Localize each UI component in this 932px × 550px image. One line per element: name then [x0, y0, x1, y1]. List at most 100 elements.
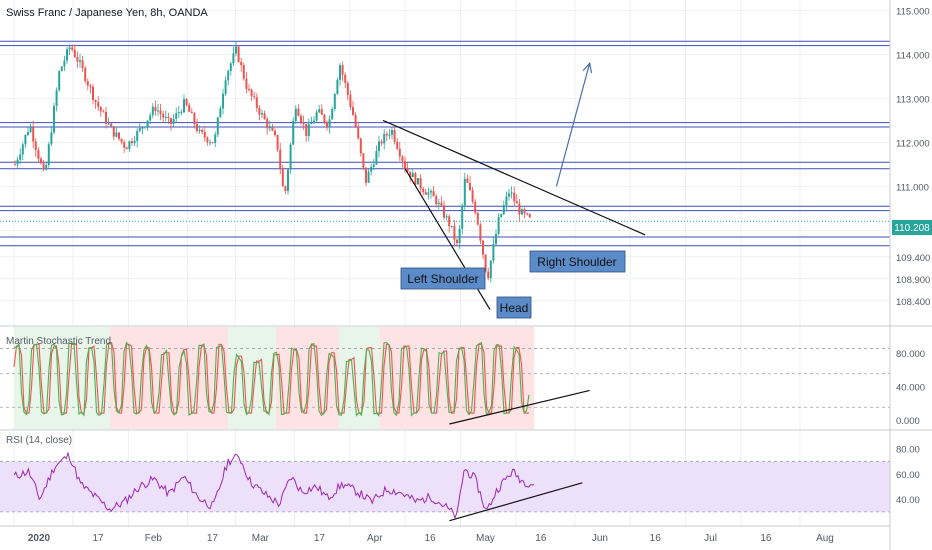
candle-body	[141, 127, 144, 129]
candle	[437, 198, 440, 210]
grid	[0, 0, 890, 526]
candle	[144, 125, 146, 129]
candle	[19, 148, 22, 165]
candle-body	[333, 94, 336, 110]
candle-body	[500, 213, 503, 218]
candle-body	[209, 142, 211, 144]
candle	[344, 72, 347, 88]
candle	[292, 117, 295, 146]
candle-body	[253, 96, 256, 98]
candle-body	[388, 134, 391, 136]
candle-body	[344, 74, 347, 83]
candle-body	[471, 190, 474, 202]
candle	[45, 162, 48, 171]
candle-body	[510, 192, 513, 194]
upper-trendline[interactable]	[382, 119, 646, 236]
candle	[461, 203, 464, 235]
candle	[94, 99, 97, 109]
horizontal-levels[interactable]	[0, 40, 890, 247]
candle-body	[149, 115, 152, 121]
candle	[505, 191, 508, 212]
candle	[211, 142, 214, 144]
candle-body	[383, 133, 386, 144]
candle-body	[328, 119, 331, 128]
candle	[456, 238, 458, 246]
candle	[214, 131, 217, 147]
candle-body	[118, 132, 120, 139]
time-tick-label: Jul	[704, 533, 717, 544]
candle	[107, 117, 110, 126]
price-tick-label: 114.000	[896, 50, 930, 61]
candle	[79, 53, 81, 68]
left-shoulder-label[interactable]: Left Shoulder	[400, 267, 486, 290]
candle-body	[479, 224, 482, 241]
candle	[341, 61, 344, 82]
candle	[515, 194, 518, 204]
candle	[128, 140, 131, 152]
candle-body	[227, 71, 230, 81]
candle	[170, 117, 172, 131]
candle-body	[469, 182, 471, 191]
candle-body	[310, 123, 313, 125]
candle-body	[453, 225, 456, 240]
right-shoulder-label[interactable]: Right Shoulder	[529, 250, 626, 273]
candle	[86, 78, 89, 91]
candle	[99, 105, 102, 117]
candle	[276, 134, 279, 153]
rsi-indicator-title[interactable]: RSI (14, close)	[6, 435, 72, 446]
stoch-trendline[interactable]	[449, 389, 590, 425]
rsi-tick-label: 80.00	[896, 445, 920, 456]
candle-body	[89, 85, 92, 87]
price-tick-label: 108.900	[896, 275, 930, 286]
candle	[185, 97, 188, 107]
candle-body	[297, 108, 300, 116]
candle	[508, 188, 510, 201]
candle	[367, 169, 370, 184]
candle	[268, 120, 271, 132]
candle	[253, 91, 256, 100]
candle-body	[190, 111, 193, 114]
candle-body	[440, 202, 443, 206]
candle	[318, 104, 321, 114]
candle	[112, 126, 115, 141]
candle-body	[131, 141, 133, 144]
candle-body	[466, 178, 469, 183]
head-label[interactable]: Head	[496, 296, 532, 319]
candle-body	[326, 122, 328, 128]
candle	[255, 93, 258, 112]
candle-body	[102, 111, 105, 113]
candle	[237, 45, 240, 63]
candle-body	[422, 188, 425, 193]
candle-body	[157, 110, 159, 112]
candle-body	[185, 99, 188, 105]
candle	[16, 156, 19, 169]
projection-arrowhead[interactable]	[582, 61, 593, 74]
candle	[115, 126, 118, 138]
candle-body	[136, 130, 139, 141]
last-price-text: 110.208	[894, 223, 930, 234]
candle-body	[112, 126, 115, 137]
candle	[323, 114, 326, 125]
candle-body	[16, 159, 19, 165]
candle-body	[120, 138, 123, 143]
candle-body	[27, 132, 29, 135]
candle-body	[37, 150, 40, 159]
candle	[401, 154, 404, 168]
stoch-tick-label: 80.000	[896, 349, 925, 360]
candle	[492, 237, 495, 264]
candle	[297, 104, 300, 117]
candle-body	[144, 126, 146, 128]
candle	[362, 152, 365, 171]
rsi-trendline[interactable]	[449, 482, 583, 522]
candle	[271, 123, 274, 132]
candle-body	[482, 240, 484, 255]
candle-body	[489, 260, 492, 279]
time-tick-label: Aug	[816, 533, 834, 544]
time-tick-label: 16	[535, 533, 547, 544]
stoch-indicator-title[interactable]: Martin Stochastic Trend	[6, 336, 111, 347]
candle	[27, 127, 29, 137]
projection-arrow[interactable]	[555, 63, 591, 187]
candle	[471, 187, 474, 205]
candle	[224, 76, 227, 96]
candle-body	[19, 154, 22, 160]
